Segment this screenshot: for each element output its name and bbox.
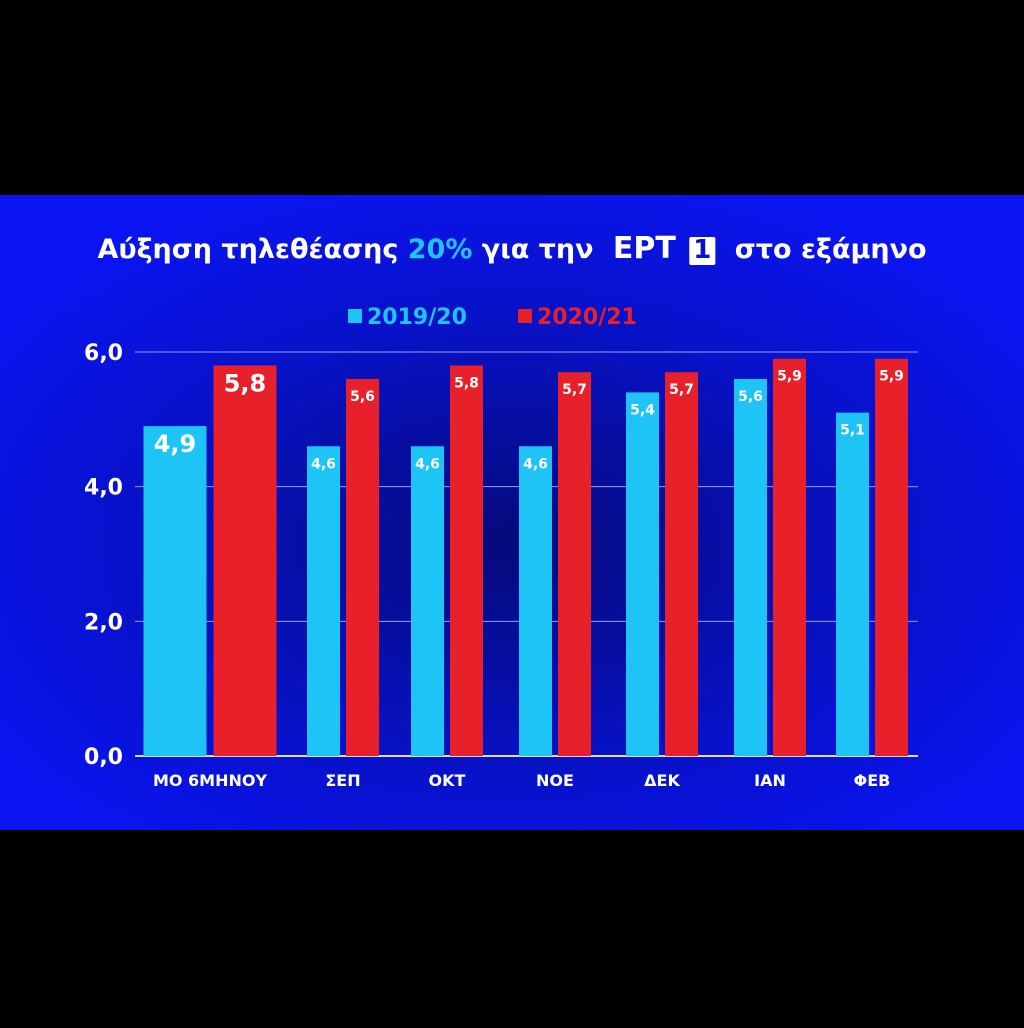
value-label: 5,8 — [454, 375, 479, 391]
title-part: στο εξάμηνο — [735, 234, 927, 265]
bar — [665, 372, 698, 756]
legend-label: 2020/21 — [537, 305, 637, 330]
value-label: 5,7 — [562, 382, 587, 398]
value-label: 5,7 — [669, 382, 694, 398]
bar — [411, 446, 444, 756]
value-label: 5,6 — [738, 389, 763, 405]
x-tick-label: ΜΟ 6ΜΗΝΟΥ — [153, 771, 268, 790]
bar — [450, 365, 483, 756]
value-label: 4,6 — [415, 456, 440, 472]
bar — [213, 365, 277, 756]
x-tick-label: ΝΟΕ — [536, 771, 574, 790]
legend-swatch — [348, 309, 362, 323]
x-tick-label: ΦΕΒ — [854, 771, 891, 790]
x-tick-label: ΣΕΠ — [325, 771, 360, 790]
legend-swatch — [518, 309, 532, 323]
title-logo: ΕΡΤ — [613, 231, 676, 266]
value-label: 5,9 — [777, 369, 802, 385]
bar — [836, 412, 869, 756]
title-part: για την — [482, 234, 594, 265]
value-label: 4,6 — [311, 456, 336, 472]
title-part: Αύξηση τηλεθέασης — [97, 234, 398, 265]
value-label: 5,6 — [350, 389, 375, 405]
title-highlight: 20% — [408, 234, 473, 265]
x-tick-label: ΟΚΤ — [429, 771, 466, 790]
y-tick-label: 4,0 — [84, 476, 123, 501]
bar — [626, 392, 659, 756]
bar — [346, 378, 379, 756]
bar — [307, 446, 340, 756]
value-label: 4,6 — [523, 456, 548, 472]
bar — [143, 426, 207, 756]
bar — [519, 446, 552, 756]
y-tick-label: 0,0 — [84, 745, 123, 770]
x-tick-label: ΙΑΝ — [754, 771, 786, 790]
value-label: 4,9 — [154, 430, 197, 458]
title-logo-number: 1 — [693, 235, 711, 265]
value-label: 5,1 — [840, 423, 865, 439]
bar — [734, 378, 767, 756]
x-tick-label: ΔΕΚ — [644, 771, 680, 790]
bar — [875, 358, 908, 756]
bar — [558, 372, 591, 756]
bar — [773, 358, 806, 756]
logo-box — [689, 237, 716, 265]
value-label: 5,4 — [630, 402, 655, 418]
y-tick-label: 2,0 — [84, 610, 123, 635]
y-tick-label: 6,0 — [84, 341, 123, 366]
value-label: 5,8 — [224, 369, 267, 397]
value-label: 5,9 — [879, 369, 904, 385]
legend-label: 2019/20 — [367, 305, 467, 330]
chart-title: Αύξηση τηλεθέασης 20% για την ΕΡΤ 1 στο … — [97, 231, 926, 266]
